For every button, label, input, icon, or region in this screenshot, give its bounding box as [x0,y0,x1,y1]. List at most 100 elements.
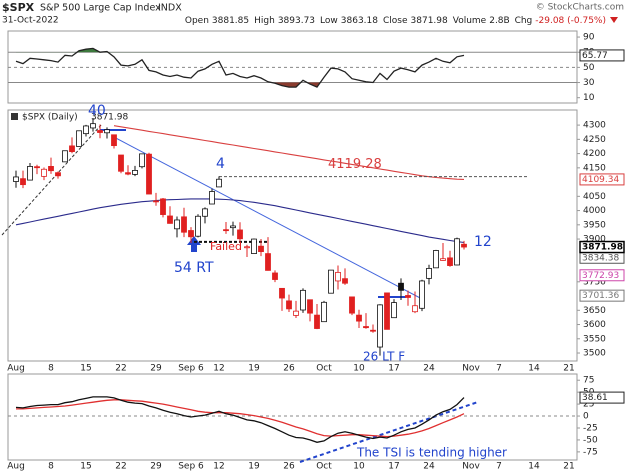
annotation: The TSI is tending higher [356,446,507,460]
candle-body [384,292,390,330]
candle-body [405,295,411,298]
annotation: 12 [474,234,492,250]
value-tag [579,173,625,186]
x-tick-label: Aug [7,364,25,374]
value-tag [579,49,625,62]
x-tick-label: 21 [563,462,574,471]
y-tick-label: 25 [583,400,594,410]
copyright: © StockCharts.com [536,3,624,13]
value-tag-label: 4109.34 [582,175,619,185]
series-line [16,399,465,438]
y-tick-label: 3500 [583,349,606,359]
stat-label: High [254,16,275,26]
x-tick-label: 26 [283,364,295,374]
candle-body [76,130,82,147]
y-tick-label: 3900 [583,235,606,245]
candle-body [258,245,264,252]
legend-swatch [11,113,18,120]
candle-body [272,272,278,280]
candle-body [447,257,453,266]
candle-body [342,278,348,284]
y-tick-label: 90 [583,33,595,43]
x-tick-label: Oct [316,364,332,374]
y-tick-label: 4200 [583,149,606,159]
stat-label: Close [383,16,408,26]
candle-body [412,305,418,313]
x-tick-label: 10 [353,462,365,471]
x-tick-label: 29 [150,462,162,471]
value-tag-label: 38.61 [582,393,608,403]
candle-body [251,238,257,254]
candle-body [216,178,222,188]
candle-body [202,208,208,217]
stat-label: Volume [453,16,487,26]
candle-body [90,123,96,129]
zone-fill [76,48,108,53]
candle-body [328,269,334,294]
candle-body [160,198,166,215]
candle-body [279,287,285,299]
y-tick-label: -50 [583,435,598,445]
x-tick-label: Nov [462,364,480,374]
x-tick-label: 24 [423,462,435,471]
candle-body [335,271,341,282]
candle-body [174,219,180,230]
price-frame [7,109,578,362]
candle-body [377,304,383,348]
y-tick-label: 3750 [583,277,606,287]
candle-body [104,129,110,134]
stat-label: Low [320,16,338,26]
x-tick-label: 24 [423,364,435,374]
candle-body [461,243,467,248]
x-tick-label: 17 [388,462,399,471]
candle-body [363,326,369,329]
candle-body [55,172,61,177]
candle-body [244,246,250,249]
y-tick-label: 3650 [583,306,606,316]
candle-body [426,268,432,279]
candle-body [111,134,117,147]
stat-value: 3881.85 [212,16,249,26]
x-tick-label: 19 [248,462,260,471]
zone-fill [271,82,321,88]
exchange: INDX [158,3,182,14]
stats: Open 3881.85 High 3893.73 Low 3863.18 Close 387… [185,16,606,26]
candle-body [97,130,103,133]
candle-body [13,176,19,182]
x-tick-label: 21 [563,364,574,374]
candle-body [20,178,26,186]
annotation: 54 RT [174,260,214,276]
candle-body [454,238,460,266]
stat-value: 2.8B [489,16,509,26]
value-tag-label: 65.77 [582,51,608,61]
series-line [113,125,465,180]
value-tag [579,391,625,404]
candle-body [223,229,229,232]
x-tick-label: 29 [150,364,162,374]
value-tag [579,289,625,302]
x-tick-label: 7 [496,462,502,471]
candle-body [314,314,320,329]
y-tick-label: 4250 [583,135,606,145]
x-tick-label: 12 [213,462,224,471]
candle-body [433,250,439,269]
x-tick-label: Nov [462,462,480,471]
stat-label: Open [185,16,209,26]
candle-body [62,150,68,163]
candle-body [209,191,215,205]
value-tag [579,269,625,282]
candle-body [181,216,187,233]
candle-body [118,154,124,172]
candle-body [293,310,299,316]
stat-value: 3893.73 [278,16,315,26]
stat-value: -29.08 (-0.75%) [535,16,606,26]
value-tag-label: 3701.36 [582,291,619,301]
y-tick-label: -75 [583,447,598,457]
candle-body [146,153,152,195]
value-tag-label: 3772.93 [582,271,619,281]
x-tick-label: 17 [388,364,399,374]
x-tick-label: 15 [80,462,91,471]
candle-body [139,153,145,168]
candle-body [34,166,40,169]
y-tick-label: -25 [583,423,598,433]
